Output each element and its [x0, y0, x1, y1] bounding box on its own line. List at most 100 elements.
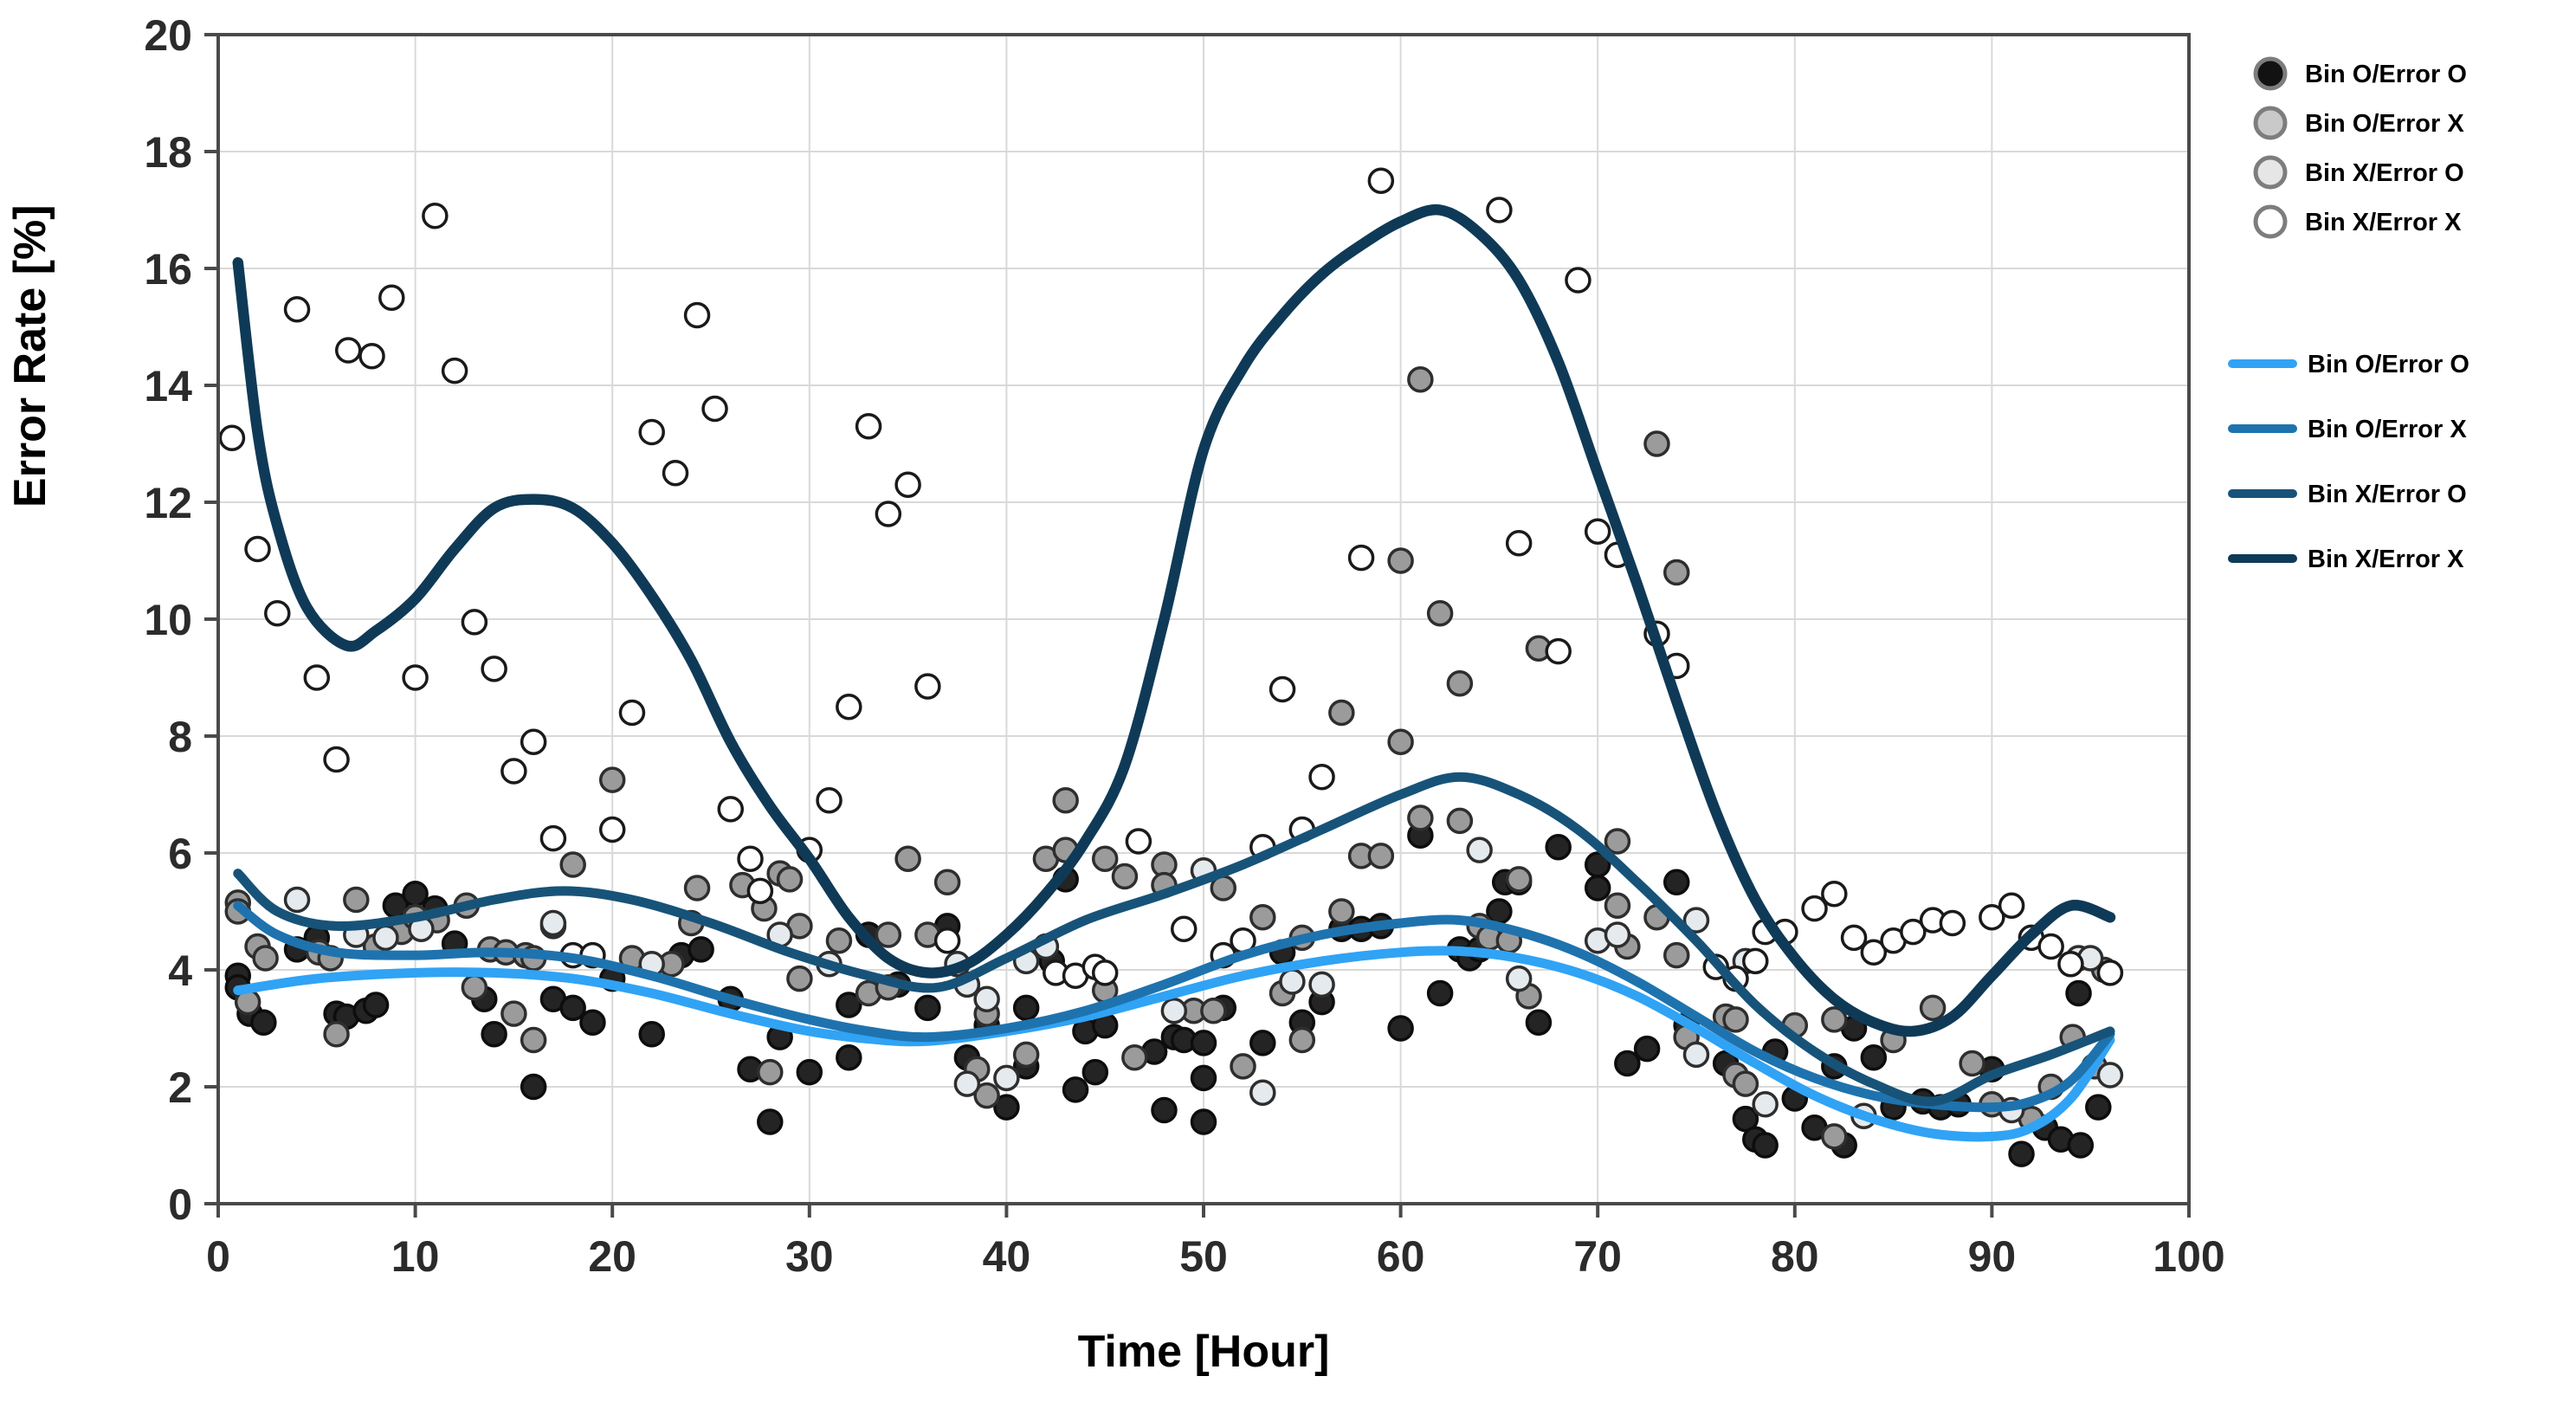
- scatter-point-bin-x-error-x: [816, 787, 843, 814]
- legend-label: Bin X/Error O: [2308, 481, 2467, 508]
- scatter-point-bin-x-error-o: [993, 1064, 1020, 1092]
- scatter-point-bin-o-error-x: [1288, 1026, 1316, 1054]
- scatter-point-bin-x-error-o: [1249, 1079, 1276, 1106]
- scatter-point-bin-o-error-o: [2085, 1094, 2112, 1121]
- scatter-point-bin-o-error-o: [2067, 1132, 2095, 1159]
- scatter-point-bin-o-error-o: [1584, 875, 1611, 901]
- scatter-point-bin-o-error-x: [1662, 941, 1690, 969]
- scatter-point-bin-o-error-x: [825, 927, 853, 954]
- scatter-point-bin-x-error-x: [1505, 530, 1533, 557]
- scatter-point-bin-x-error-x: [894, 471, 921, 498]
- scatter-point-bin-o-error-x: [1091, 845, 1119, 872]
- scatter-point-bin-x-error-x: [683, 301, 711, 329]
- scatter-point-bin-x-error-o: [539, 909, 567, 937]
- x-tick-label: 40: [983, 1232, 1031, 1281]
- x-tick-label: 30: [785, 1232, 834, 1281]
- scatter-point-bin-o-error-x: [1249, 904, 1276, 931]
- scatter-point-bin-x-error-x: [358, 343, 385, 370]
- scatter-point-bin-o-error-x: [1505, 866, 1533, 893]
- scatter-point-bin-x-error-x: [1565, 267, 1591, 294]
- scatter-point-bin-x-error-o: [1308, 971, 1335, 998]
- scatter-point-bin-x-error-x: [598, 816, 626, 843]
- scatter-point-bin-o-error-o: [1545, 834, 1572, 861]
- scatter-point-bin-x-error-o: [1604, 921, 1631, 948]
- scatter-point-bin-x-error-x: [218, 424, 246, 451]
- legend-label: Bin X/Error O: [2305, 159, 2464, 187]
- scatter-point-bin-o-error-x: [1722, 1006, 1749, 1033]
- scatter-point-bin-o-error-o: [1151, 1096, 1178, 1124]
- scatter-point-bin-x-error-x: [836, 694, 862, 720]
- scatter-point-bin-o-error-x: [1230, 1053, 1256, 1080]
- scatter-point-bin-x-error-o: [1682, 907, 1710, 934]
- scatter-point-bin-o-error-o: [1662, 869, 1690, 895]
- scatter-point-bin-o-error-x: [894, 845, 921, 872]
- scatter-point-bin-x-error-o: [1466, 837, 1493, 863]
- scatter-point-bin-x-error-x: [481, 656, 507, 682]
- scatter-point-bin-o-error-o: [993, 1094, 1020, 1121]
- scatter-point-bin-o-error-o: [1190, 1108, 1217, 1135]
- legend-marker-bin-x-error-o: [2253, 155, 2288, 190]
- scatter-point-bin-o-error-x: [1407, 804, 1434, 831]
- scatter-point-bin-x-error-o: [1752, 1091, 1779, 1118]
- y-tick-label: 18: [144, 128, 192, 177]
- y-tick-label: 4: [168, 947, 192, 995]
- scatter-point-bin-o-error-x: [559, 851, 586, 878]
- scatter-point-bin-o-error-x: [933, 869, 961, 895]
- scatter-point-bin-o-error-x: [1732, 1070, 1759, 1097]
- scatter-point-bin-o-error-o: [1614, 1050, 1641, 1077]
- scatter-point-bin-o-error-x: [786, 965, 813, 992]
- scatter-point-bin-o-error-o: [1081, 1058, 1109, 1086]
- scatter-point-bin-x-error-x: [701, 395, 728, 423]
- scatter-point-bin-o-error-x: [500, 1000, 527, 1027]
- scatter-point-bin-o-error-o: [2008, 1140, 2035, 1167]
- y-tick-label: 8: [168, 713, 192, 761]
- scatter-point-bin-o-error-x: [1012, 1041, 1040, 1069]
- scatter-point-bin-x-error-x: [422, 203, 449, 229]
- scatter-point-bin-x-error-x: [303, 664, 331, 691]
- x-tick-label: 60: [1377, 1232, 1425, 1281]
- scatter-point-bin-x-error-x: [1125, 828, 1152, 855]
- scatter-point-bin-x-error-x: [1860, 939, 1888, 966]
- x-tick-label: 70: [1573, 1232, 1622, 1281]
- scatter-point-bin-o-error-o: [688, 936, 714, 963]
- scatter-point-bin-x-error-x: [2096, 959, 2124, 986]
- scatter-point-bin-x-error-x: [737, 845, 764, 872]
- scatter-point-bin-x-error-o: [953, 1070, 981, 1097]
- scatter-point-bin-x-error-x: [1486, 197, 1513, 223]
- scatter-point-bin-o-error-x: [776, 866, 804, 893]
- scatter-point-bin-x-error-x: [1900, 918, 1927, 946]
- scatter-point-bin-o-error-o: [1062, 1076, 1089, 1103]
- scatter-point-bin-x-error-x: [323, 746, 350, 773]
- scatter-point-bin-x-error-x: [1742, 947, 1769, 975]
- scatter-point-bin-o-error-o: [481, 1021, 507, 1048]
- x-tick-label: 100: [2153, 1232, 2224, 1281]
- scatter-point-bin-x-error-x: [2037, 933, 2064, 960]
- scatter-point-bin-o-error-x: [1387, 728, 1414, 755]
- scatter-point-bin-x-error-x: [933, 927, 961, 954]
- scatter-point-bin-o-error-o: [1190, 1064, 1217, 1092]
- scatter-point-bin-x-error-x: [500, 758, 527, 785]
- scatter-point-bin-x-error-x: [1308, 764, 1335, 791]
- trend-line-bin-x-error-o: [233, 772, 2115, 1107]
- scatter-point-bin-o-error-o: [638, 1021, 665, 1048]
- scatter-point-bin-o-error-x: [757, 1058, 784, 1086]
- legend-label: Bin X/Error X: [2308, 546, 2464, 573]
- trend-line-bin-x-error-x: [232, 204, 2116, 1037]
- x-tick-label: 80: [1771, 1232, 1819, 1281]
- scatter-point-bin-o-error-o: [796, 1058, 823, 1086]
- scatter-point-bin-o-error-x: [461, 974, 488, 1001]
- scatter-point-bin-x-error-x: [855, 413, 882, 440]
- scatter-point-bin-x-error-x: [1821, 881, 1848, 908]
- scatter-point-bin-o-error-o: [1249, 1030, 1276, 1056]
- scatter-point-bin-o-error-x: [1919, 994, 1947, 1022]
- scatter-point-bin-x-error-x: [717, 796, 745, 823]
- y-tick-label: 0: [168, 1180, 192, 1229]
- scatter-point-bin-o-error-o: [559, 994, 586, 1022]
- y-axis-title: Error Rate [%]: [5, 204, 55, 507]
- scatter-point-bin-x-error-x: [1367, 167, 1395, 194]
- scatter-point-bin-o-error-x: [1643, 430, 1670, 457]
- scatter-point-bin-o-error-o: [1525, 1009, 1553, 1036]
- scatter-point-bin-o-error-x: [1446, 807, 1474, 835]
- scatter-point-bin-x-error-x: [1584, 518, 1611, 545]
- scatter-point-bin-o-error-x: [1821, 1123, 1848, 1150]
